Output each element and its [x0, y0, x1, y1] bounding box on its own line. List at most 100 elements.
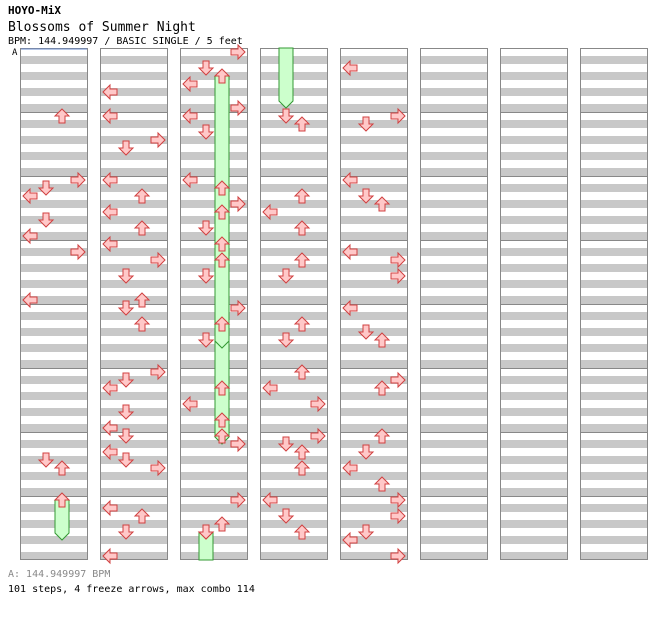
beat-stripe [420, 152, 488, 160]
beat-stripe [180, 392, 248, 400]
beat-stripe [20, 200, 88, 208]
beat-stripe [180, 248, 248, 256]
step-arrow-left [342, 531, 358, 549]
freeze-arrow-head [213, 68, 231, 84]
beat-stripe [420, 440, 488, 448]
beat-stripe [580, 440, 648, 448]
beat-stripe [420, 104, 488, 112]
step-arrow-left [102, 235, 118, 253]
beat-stripe [580, 104, 648, 112]
beat-stripe [100, 216, 168, 224]
step-arrow-up [373, 428, 391, 444]
beat-stripe [260, 200, 328, 208]
beat-stripe [420, 312, 488, 320]
beat-stripe [340, 296, 408, 304]
step-arrow-left [342, 59, 358, 77]
beat-stripe [260, 248, 328, 256]
beat-stripe [500, 152, 568, 160]
step-arrow-down [277, 436, 295, 452]
beat-stripe [500, 184, 568, 192]
freeze-arrows [54, 47, 294, 561]
step-arrow-left [102, 171, 118, 189]
lane-columns [20, 48, 648, 560]
step-arrow-right [390, 491, 406, 509]
beat-stripe [340, 408, 408, 416]
beat-stripe [340, 520, 408, 528]
beat-stripe [100, 56, 168, 64]
beat-stripe [420, 184, 488, 192]
beat-stripe [340, 56, 408, 64]
beat-stripe [260, 504, 328, 512]
step-arrow-left [102, 107, 118, 125]
beat-stripe [500, 440, 568, 448]
beat-stripe [180, 424, 248, 432]
beat-stripe [580, 392, 648, 400]
step-chart [20, 43, 648, 565]
step-arrow-left [22, 227, 38, 245]
beat-stripe [100, 392, 168, 400]
step-arrow-right [390, 547, 406, 565]
beat-stripe [260, 408, 328, 416]
beat-stripe [500, 168, 568, 176]
beat-stripe [340, 136, 408, 144]
step-arrow-up [373, 380, 391, 396]
beat-stripe [340, 472, 408, 480]
step-arrow-left [262, 491, 278, 509]
beat-stripe [180, 168, 248, 176]
lane-column [580, 48, 648, 560]
beat-stripe [180, 376, 248, 384]
beat-stripe [420, 296, 488, 304]
beat-stripe [100, 408, 168, 416]
beat-stripe [420, 328, 488, 336]
beat-stripe [100, 104, 168, 112]
beat-stripe [420, 424, 488, 432]
step-arrow-up [373, 332, 391, 348]
beat-stripe [180, 216, 248, 224]
step-arrow-down [197, 220, 215, 236]
beat-stripe [580, 280, 648, 288]
step-arrow-down [277, 332, 295, 348]
beat-stripe [100, 280, 168, 288]
beat-stripe [420, 264, 488, 272]
beat-stripe [100, 120, 168, 128]
step-arrow-left [342, 243, 358, 261]
beat-stripe [100, 88, 168, 96]
step-arrow-left [102, 379, 118, 397]
beat-stripe [20, 136, 88, 144]
step-arrow-right [70, 243, 86, 261]
step-arrow-up [293, 316, 311, 332]
beat-stripe [580, 408, 648, 416]
beat-stripe [500, 232, 568, 240]
beat-stripe [580, 328, 648, 336]
column-border [420, 48, 488, 560]
step-arrow-up [213, 204, 231, 220]
beat-stripe [500, 200, 568, 208]
lane-column [20, 48, 88, 560]
beat-stripe [500, 264, 568, 272]
beat-stripe [340, 264, 408, 272]
step-arrow-left [182, 171, 198, 189]
step-arrow-right [390, 267, 406, 285]
lane-column [260, 48, 328, 560]
beat-stripe [260, 264, 328, 272]
beat-stripe [580, 88, 648, 96]
beat-stripe [340, 200, 408, 208]
step-arrow-left [22, 291, 38, 309]
step-arrow-right [150, 131, 166, 149]
beat-stripe [420, 456, 488, 464]
beat-stripe [260, 328, 328, 336]
beat-stripe [420, 200, 488, 208]
beat-stripe [340, 168, 408, 176]
step-arrow-up [293, 444, 311, 460]
beat-stripe [580, 56, 648, 64]
beat-stripe [500, 520, 568, 528]
beat-stripe [20, 520, 88, 528]
lane-column [420, 48, 488, 560]
beat-stripe [20, 264, 88, 272]
beat-stripe [260, 456, 328, 464]
beat-stripe [180, 456, 248, 464]
beat-stripe [100, 472, 168, 480]
beat-stripe [500, 472, 568, 480]
step-arrow-down [117, 428, 135, 444]
beat-stripe [20, 488, 88, 496]
